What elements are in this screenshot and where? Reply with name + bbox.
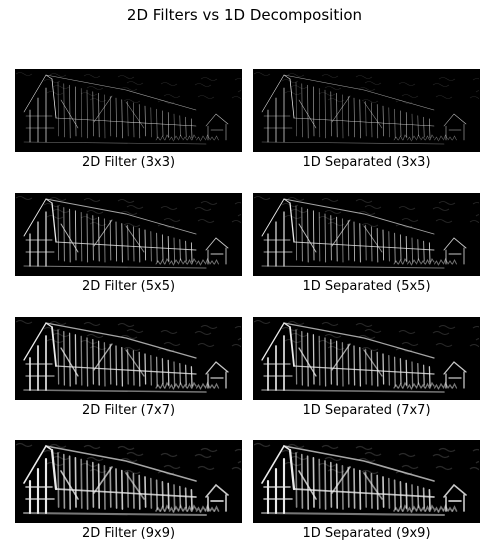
panel-1d-9x9: 1D Separated (9x9) — [253, 440, 480, 541]
panel-2d-3x3: 2D Filter (3x3) — [15, 69, 242, 170]
panel-1d-3x3: 1D Separated (3x3) — [253, 69, 480, 170]
filtered-image — [253, 440, 480, 523]
filtered-image — [15, 193, 242, 276]
figure-title: 2D Filters vs 1D Decomposition — [126, 6, 363, 24]
panel-caption: 2D Filter (5x5) — [81, 279, 176, 294]
edge-map-drawing — [254, 442, 479, 517]
panel-2d-7x7: 2D Filter (7x7) — [15, 317, 242, 418]
panel-caption: 1D Separated (7x7) — [302, 403, 431, 418]
panel-caption: 2D Filter (7x7) — [81, 403, 176, 418]
panel-caption: 1D Separated (9x9) — [302, 526, 431, 541]
filtered-image — [15, 317, 242, 400]
filtered-image — [253, 69, 480, 152]
edge-map-drawing — [16, 442, 241, 517]
edge-map-drawing — [16, 196, 241, 269]
filtered-image — [15, 440, 242, 523]
edge-map-drawing — [254, 72, 479, 145]
panel-caption: 2D Filter (3x3) — [81, 155, 176, 170]
edge-map-drawing — [254, 196, 479, 269]
panel-2d-5x5: 2D Filter (5x5) — [15, 193, 242, 294]
panel-1d-7x7: 1D Separated (7x7) — [253, 317, 480, 418]
panel-2d-9x9: 2D Filter (9x9) — [15, 440, 242, 541]
edge-map-drawing — [16, 319, 241, 393]
panel-1d-5x5: 1D Separated (5x5) — [253, 193, 480, 294]
panel-caption: 1D Separated (3x3) — [302, 155, 431, 170]
filtered-image — [253, 317, 480, 400]
edge-map-drawing — [16, 72, 241, 145]
filtered-image — [15, 69, 242, 152]
panel-caption: 1D Separated (5x5) — [302, 279, 431, 294]
panel-caption: 2D Filter (9x9) — [81, 526, 176, 541]
edge-map-drawing — [254, 319, 479, 393]
filtered-image — [253, 193, 480, 276]
